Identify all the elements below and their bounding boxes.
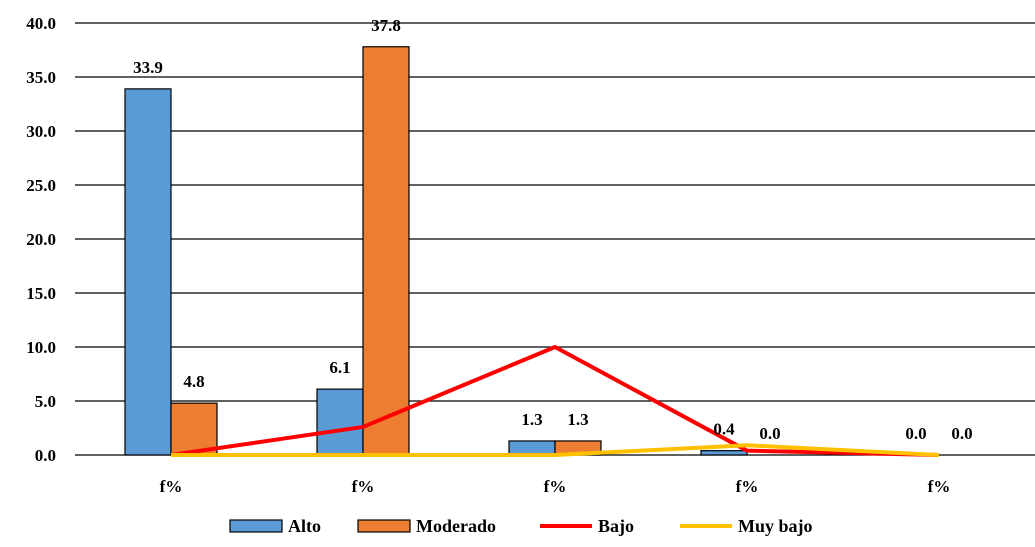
y-tick-label: 25.0: [26, 176, 56, 195]
y-tick-label: 15.0: [26, 284, 56, 303]
data-label: 0.0: [759, 424, 780, 443]
gridlines: [75, 22, 1035, 456]
y-tick-label: 5.0: [35, 392, 56, 411]
data-label: 1.3: [567, 410, 588, 429]
bar-alto: [700, 450, 748, 456]
bar-alto: [508, 440, 556, 456]
bars: [124, 46, 748, 456]
legend-label: Muy bajo: [738, 516, 813, 536]
legend-swatch: [357, 519, 411, 533]
x-tick-label: f%: [160, 477, 183, 496]
y-tick-label: 30.0: [26, 122, 56, 141]
y-tick-label: 35.0: [26, 68, 56, 87]
y-tick-label: 0.0: [35, 446, 56, 465]
data-label: 37.8: [371, 16, 401, 35]
data-label: 33.9: [133, 58, 163, 77]
legend-label: Alto: [288, 516, 321, 536]
x-tick-label: f%: [544, 477, 567, 496]
bar-alto: [124, 88, 172, 456]
y-axis: 0.0 5.0 10.0 15.0 20.0 25.0 30.0 35.0 40.0: [26, 14, 56, 465]
legend: Alto Moderado Bajo Muy bajo: [229, 516, 813, 536]
legend-swatch: [229, 519, 283, 533]
line-muy-bajo: [171, 443, 940, 457]
data-label: 0.0: [905, 424, 926, 443]
data-label: 6.1: [329, 358, 350, 377]
data-label: 1.3: [521, 410, 542, 429]
bar-alto: [316, 388, 364, 456]
data-label: 0.4: [713, 420, 735, 439]
bar-moderado: [362, 46, 410, 456]
data-label: 4.8: [183, 372, 204, 391]
line-bajo: [170, 345, 940, 457]
lines: [170, 345, 940, 457]
y-tick-label: 40.0: [26, 14, 56, 33]
data-label: 0.0: [951, 424, 972, 443]
data-labels: 33.9 6.1 1.3 0.4 0.0 4.8 37.8 1.3 0.0 0.0: [133, 16, 973, 443]
x-tick-label: f%: [736, 477, 759, 496]
x-tick-label: f%: [352, 477, 375, 496]
x-tick-label: f%: [928, 477, 951, 496]
x-axis: f% f% f% f% f%: [160, 477, 951, 496]
y-tick-label: 20.0: [26, 230, 56, 249]
legend-label: Bajo: [598, 516, 634, 536]
bar-moderado: [170, 402, 218, 456]
legend-label: Moderado: [416, 516, 496, 536]
y-tick-label: 10.0: [26, 338, 56, 357]
